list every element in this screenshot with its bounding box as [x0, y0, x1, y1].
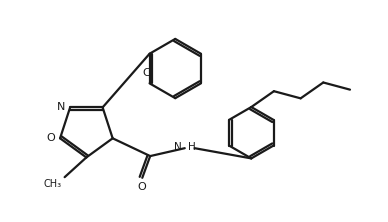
Text: Cl: Cl — [142, 68, 153, 78]
Text: N: N — [174, 142, 182, 152]
Text: O: O — [137, 182, 146, 192]
Text: H: H — [188, 142, 196, 152]
Text: N: N — [57, 102, 66, 112]
Text: CH₃: CH₃ — [43, 179, 62, 189]
Text: O: O — [47, 133, 55, 143]
